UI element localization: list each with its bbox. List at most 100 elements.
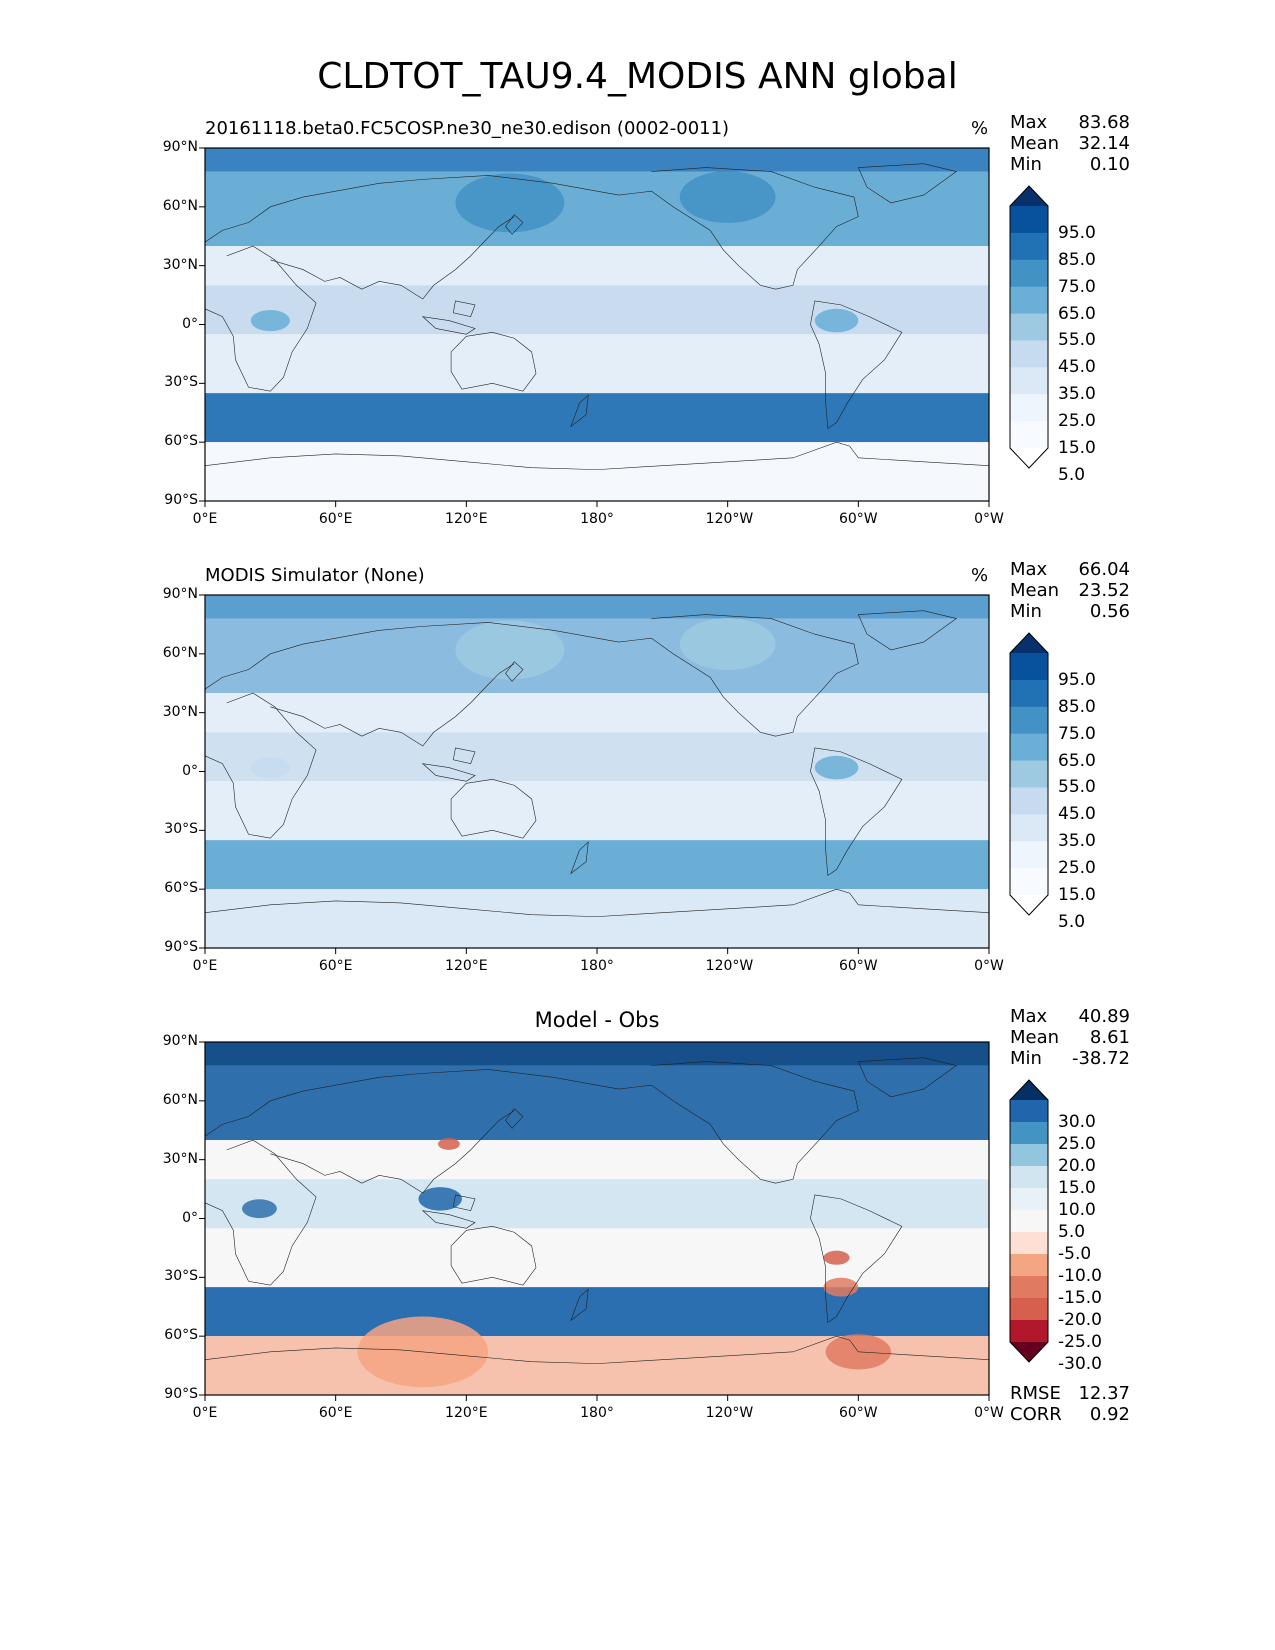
coastline-2 xyxy=(205,622,619,689)
colorbar-tick-label: -5.0 xyxy=(1058,1244,1092,1264)
colorbar-segment xyxy=(1010,1232,1048,1255)
field-band-1 xyxy=(205,595,989,619)
coastline-5 xyxy=(619,168,859,290)
lon-tick-label: 120°W xyxy=(705,958,754,974)
colorbar-extend-bottom xyxy=(1010,1342,1048,1362)
colorbar xyxy=(1009,1079,1049,1363)
coastline-11 xyxy=(453,748,475,764)
field-band-4 xyxy=(205,1179,989,1229)
colorbar-segment xyxy=(1010,394,1048,422)
lon-tick-label: 0°W xyxy=(974,1405,1004,1421)
colorbar-segment xyxy=(1010,653,1048,681)
colorbar-tick-label: 95.0 xyxy=(1058,669,1096,690)
lon-tick-label: 0°E xyxy=(192,511,218,527)
colorbar-tick-label: 5.0 xyxy=(1058,464,1086,485)
stat-label-corr: CORR xyxy=(1010,1404,1062,1425)
colorbar-segment xyxy=(1010,1166,1048,1189)
map-svg xyxy=(199,594,990,954)
field-feature-4 xyxy=(455,173,565,233)
field-feature-3 xyxy=(679,171,776,223)
colorbar-tick-label: 45.0 xyxy=(1058,357,1096,378)
map-svg xyxy=(199,147,990,507)
field-band-4 xyxy=(205,285,989,335)
colorbar-tick-label: -10.0 xyxy=(1058,1266,1102,1286)
colorbar-tick-label: 25.0 xyxy=(1058,411,1096,432)
lat-tick-label: 90°N xyxy=(162,139,198,155)
colorbar-tick-label: 15.0 xyxy=(1058,1178,1096,1198)
coastline-7 xyxy=(858,164,956,203)
stat-label-mean: Mean xyxy=(1010,580,1060,601)
colorbar-segment xyxy=(1010,1144,1048,1167)
field-band-5 xyxy=(205,1228,989,1288)
colorbar-segment xyxy=(1010,313,1048,341)
colorbar-tick-label: 75.0 xyxy=(1058,276,1096,297)
panel-left-title: MODIS Simulator (None) xyxy=(205,565,425,586)
colorbar-segment xyxy=(1010,760,1048,788)
lon-tick-label: 0°E xyxy=(192,1405,218,1421)
colorbar-tick-label: -30.0 xyxy=(1058,1354,1102,1374)
field-band-1 xyxy=(205,148,989,172)
colorbar-segment xyxy=(1010,679,1048,708)
field-band-3 xyxy=(205,1140,989,1180)
lon-tick-label: 120°E xyxy=(445,511,488,527)
lat-tick-label: 60°S xyxy=(164,1327,198,1344)
map-field xyxy=(205,148,989,501)
lon-tick-label: 60°W xyxy=(838,958,878,974)
stat-label-max: Max xyxy=(1010,112,1048,133)
colorbar-segment xyxy=(1010,1276,1048,1299)
lon-tick-label: 120°E xyxy=(445,958,488,974)
colorbar-segment xyxy=(1010,286,1048,315)
colorbar-tick-label: 95.0 xyxy=(1058,222,1096,243)
stat-label-rmse: RMSE xyxy=(1010,1383,1061,1404)
map-panel-3: 0°E 60°E 120°E 180° 120°W 60°W 0°W 90°N 60°N 30°N… xyxy=(0,0,1275,1425)
stat-label-mean: Mean xyxy=(1010,133,1060,154)
colorbar-segment xyxy=(1010,1188,1048,1211)
colorbar-extend-top xyxy=(1010,633,1048,653)
panel-units: % xyxy=(971,565,989,586)
colorbar-tick-label: -15.0 xyxy=(1058,1288,1102,1308)
colorbar-tick-label: 5.0 xyxy=(1058,1222,1086,1242)
coastline-8 xyxy=(205,1336,989,1363)
stat-value-corr: 0.92 xyxy=(1089,1404,1130,1425)
colorbar-outline xyxy=(1009,185,1049,469)
lon-tick-label: 60°E xyxy=(318,1405,353,1421)
coastline-9 xyxy=(506,662,523,682)
field-band-5 xyxy=(205,781,989,841)
colorbar-segment xyxy=(1010,232,1048,261)
colorbar xyxy=(1009,632,1049,916)
coastline-12 xyxy=(571,395,588,426)
map-panel-1: 0°E 60°E 120°E 180° 120°W 60°W 0°W 90°N 60°N 30°N… xyxy=(0,0,1275,527)
field-band-6 xyxy=(205,1287,989,1337)
field-feature-2 xyxy=(814,755,859,780)
lat-tick-label: 60°N xyxy=(162,197,198,214)
field-band-2 xyxy=(205,618,989,694)
lon-tick-label: 120°E xyxy=(445,1405,488,1421)
lon-tick-label: 60°E xyxy=(318,511,353,527)
colorbar-tick-label: 85.0 xyxy=(1058,249,1096,270)
lat-tick-label: 90°S xyxy=(164,492,198,508)
stat-label-min: Min xyxy=(1010,1048,1042,1069)
colorbar-segment xyxy=(1010,1210,1048,1233)
field-band-2 xyxy=(205,171,989,247)
lat-tick-label: 90°N xyxy=(162,1033,198,1049)
colorbar-segment xyxy=(1010,367,1048,395)
panel-center-title: Model - Obs xyxy=(534,1008,660,1032)
colorbar-segment xyxy=(1010,841,1048,869)
colorbar-tick-label: 35.0 xyxy=(1058,384,1096,405)
coastline-4 xyxy=(451,1226,536,1285)
colorbar-tick-label: -25.0 xyxy=(1058,1332,1102,1352)
stat-label-max: Max xyxy=(1010,559,1048,580)
coastline-10 xyxy=(423,764,475,782)
lon-tick-label: 180° xyxy=(580,958,614,974)
colorbar-segment xyxy=(1010,340,1048,368)
coastline-2 xyxy=(205,1069,619,1136)
field-feature-2 xyxy=(814,308,859,333)
stat-label-min: Min xyxy=(1010,601,1042,622)
coastline-12 xyxy=(571,842,588,873)
lon-tick-label: 180° xyxy=(580,1405,614,1421)
colorbar-segment xyxy=(1010,814,1048,842)
field-band-1 xyxy=(205,1042,989,1066)
coastline-5 xyxy=(619,1062,859,1184)
colorbar-tick-label: 35.0 xyxy=(1058,831,1096,852)
lon-tick-label: 60°W xyxy=(838,511,878,527)
